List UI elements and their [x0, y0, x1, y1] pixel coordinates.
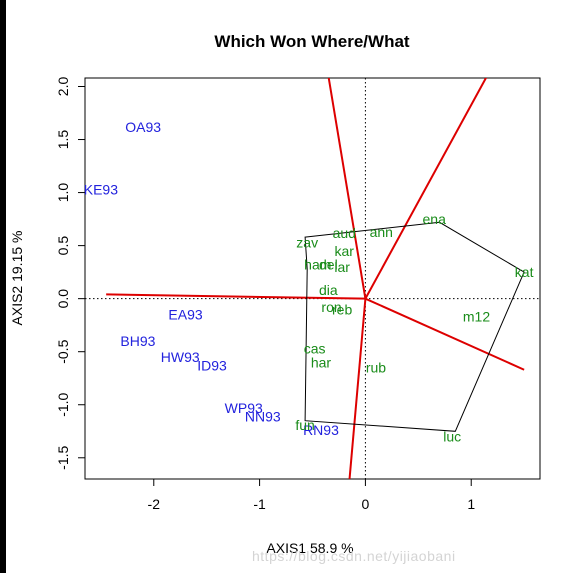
genotype-label: lar	[334, 259, 350, 275]
y-tick-label: 2.0	[55, 77, 71, 97]
environment-label: WP93	[225, 400, 263, 416]
genotype-label: kat	[515, 264, 534, 280]
y-axis-ticks: -1.5 -1.0 -0.5 0.0 0.5 1.0 1.5 2.0	[55, 77, 85, 470]
sector-line-2	[364, 297, 525, 371]
convex-hull	[304, 221, 525, 432]
y-tick-label: 1.5	[55, 130, 71, 150]
plot-frame	[84, 77, 541, 480]
watermark: https://blog.csdn.net/yijiaobani	[252, 548, 456, 564]
genotype-label: m12	[463, 309, 490, 325]
genotype-label: cas	[304, 341, 326, 357]
environment-label: RN93	[303, 422, 339, 438]
x-axis-label: AXIS1 58.9 %	[266, 540, 353, 556]
genotype-label: luc	[443, 429, 461, 445]
genotype-label: reb	[332, 301, 352, 317]
genotype-label: rub	[366, 360, 386, 376]
environment-label: NN93	[245, 408, 281, 424]
y-axis-label: AXIS2 19.15 %	[9, 231, 25, 326]
y-tick-label: -0.5	[55, 339, 71, 363]
environment-label: KE93	[84, 181, 118, 197]
y-tick-label: -1.0	[55, 392, 71, 416]
genotype-label: har	[311, 354, 332, 370]
genotype-label: dia	[319, 282, 338, 298]
reference-lines	[85, 78, 540, 479]
x-tick-label: -2	[148, 496, 161, 512]
genotype-label: ena	[423, 211, 447, 227]
genotype-label: aud	[333, 225, 356, 241]
sector-line-3	[348, 298, 367, 479]
environment-label: ID93	[197, 357, 227, 373]
environment-label: OA93	[125, 119, 161, 135]
environment-label: BH93	[120, 333, 155, 349]
sector-line-0	[327, 78, 367, 299]
x-tick-label: 1	[467, 496, 475, 512]
sector-line-1	[364, 78, 488, 300]
genotype-label: del	[319, 257, 338, 273]
environment-label: HW93	[161, 349, 200, 365]
y-tick-label: 1.0	[55, 183, 71, 203]
y-tick-label: -1.5	[55, 446, 71, 470]
hull-polygon	[304, 221, 525, 432]
genotype-label: ron	[321, 299, 341, 315]
environment-label: EA93	[168, 307, 202, 323]
genotype-label: fun	[295, 417, 314, 433]
y-tick-label: 0.5	[55, 236, 71, 256]
genotype-label: ann	[370, 224, 393, 240]
left-window-edge	[0, 0, 6, 573]
x-axis-ticks: -2 -1 0 1	[148, 479, 475, 512]
y-tick-label: 0.0	[55, 289, 71, 309]
sector-line-4	[106, 293, 366, 300]
genotype-label: zav	[296, 234, 318, 250]
x-tick-label: -1	[253, 496, 266, 512]
sector-lines	[106, 78, 525, 479]
genotype-label: kar	[335, 243, 355, 259]
chart-title: Which Won Where/What	[214, 32, 410, 51]
genotype-label: ham	[304, 257, 331, 273]
x-tick-label: 0	[362, 496, 370, 512]
